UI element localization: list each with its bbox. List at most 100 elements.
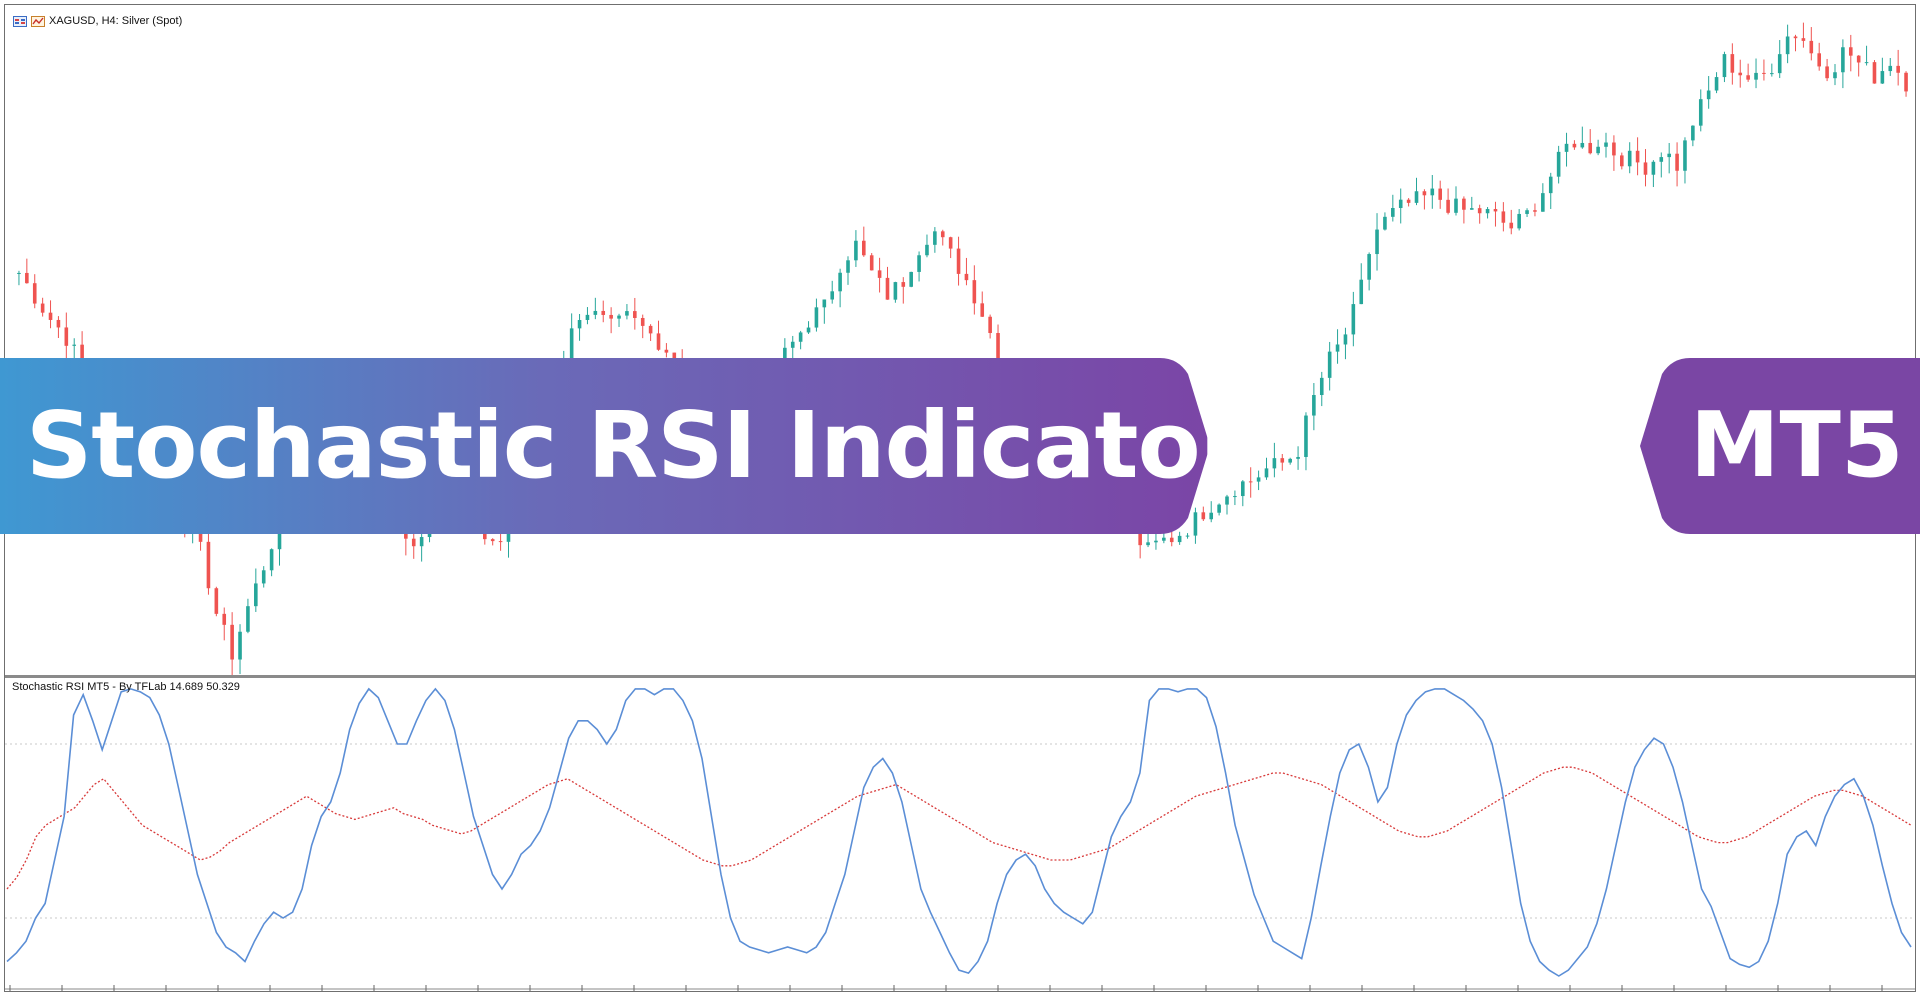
candle-body bbox=[1438, 188, 1442, 200]
candle-body bbox=[1193, 512, 1198, 536]
candle-body bbox=[601, 310, 606, 315]
candle-body bbox=[609, 314, 613, 319]
candle-body bbox=[1738, 72, 1743, 76]
stoch-rsi-line bbox=[6, 687, 1912, 977]
candle-body bbox=[1612, 142, 1616, 156]
candle-body bbox=[214, 588, 219, 614]
candle-body bbox=[569, 328, 574, 359]
candle-body bbox=[1785, 36, 1790, 55]
candle-body bbox=[48, 312, 53, 320]
candle-body bbox=[617, 315, 621, 319]
candle-body bbox=[1896, 65, 1900, 73]
candle-body bbox=[1517, 213, 1521, 229]
candle-body bbox=[411, 538, 416, 547]
candle-body bbox=[806, 327, 811, 333]
candle-body bbox=[1643, 162, 1648, 175]
candle-body bbox=[1501, 211, 1506, 223]
candle-body bbox=[1659, 157, 1664, 162]
candle-body bbox=[625, 311, 629, 316]
candle-body bbox=[885, 277, 890, 300]
candle-body bbox=[238, 631, 242, 660]
indicator-pane[interactable]: Stochastic RSI MT5 - By TFLab 14.689 50.… bbox=[5, 678, 1915, 991]
candle-body bbox=[838, 272, 842, 292]
candle-body bbox=[1793, 36, 1798, 39]
candle-body bbox=[1319, 377, 1324, 396]
candle-body bbox=[17, 272, 21, 274]
candle-body bbox=[1872, 62, 1877, 84]
candle-body bbox=[1335, 344, 1340, 352]
candle-body bbox=[1485, 209, 1490, 214]
candle-body bbox=[1248, 481, 1253, 483]
candle-body bbox=[1233, 496, 1237, 498]
candle-body bbox=[1256, 477, 1261, 482]
indicator-title: Stochastic RSI MT5 - By TFLab 14.689 50.… bbox=[12, 681, 240, 693]
candle-body bbox=[261, 570, 266, 584]
candle-body bbox=[862, 240, 866, 256]
candle-body bbox=[1596, 146, 1600, 154]
candle-body bbox=[988, 316, 992, 334]
candle-body bbox=[498, 541, 503, 543]
candle-body bbox=[877, 270, 882, 278]
candle-body bbox=[577, 320, 582, 329]
chart-header: XAGUSD, H4: Silver (Spot) bbox=[13, 13, 182, 29]
candle-body bbox=[1691, 125, 1695, 141]
candle-body bbox=[1675, 153, 1679, 171]
candle-body bbox=[1635, 150, 1640, 163]
candle-body bbox=[1888, 65, 1893, 72]
candle-body bbox=[1146, 542, 1150, 546]
candle-body bbox=[1169, 537, 1174, 543]
candle-body bbox=[1312, 395, 1316, 416]
candle-body bbox=[1398, 199, 1403, 208]
candle-body bbox=[972, 280, 977, 304]
candle-body bbox=[980, 303, 985, 317]
candle-body bbox=[1864, 62, 1869, 64]
candle-body bbox=[996, 333, 1000, 383]
signal-line bbox=[6, 766, 1912, 890]
candle-body bbox=[1217, 504, 1221, 513]
candle-body bbox=[1343, 334, 1348, 345]
candle-body bbox=[1825, 66, 1829, 79]
candle-body bbox=[1280, 458, 1285, 463]
candle-body bbox=[1620, 155, 1624, 167]
candle-body bbox=[1762, 72, 1766, 74]
candle-body bbox=[206, 541, 211, 589]
chart-symbol-title: XAGUSD, H4: Silver (Spot) bbox=[49, 15, 183, 27]
candle-body bbox=[230, 624, 234, 660]
price-chart[interactable]: XAGUSD, H4: Silver (Spot) bbox=[5, 5, 1915, 675]
candle-body bbox=[648, 325, 653, 334]
candle-body bbox=[1454, 198, 1458, 213]
candle-body bbox=[893, 282, 898, 300]
candle-body bbox=[64, 327, 69, 346]
candle-body bbox=[1446, 199, 1450, 213]
platform-badge bbox=[1640, 358, 1920, 534]
candle-body bbox=[925, 244, 929, 256]
candle-body bbox=[672, 352, 677, 362]
pane-splitter[interactable] bbox=[5, 675, 1915, 678]
candle-body bbox=[1698, 99, 1703, 126]
candle-body bbox=[72, 344, 77, 346]
candle-body bbox=[822, 299, 827, 308]
candle-body bbox=[933, 231, 937, 245]
candle-body bbox=[798, 332, 803, 342]
candle-body bbox=[1809, 40, 1814, 54]
candle-body bbox=[1856, 55, 1861, 63]
title-banner bbox=[0, 358, 1210, 534]
candle-body bbox=[1746, 75, 1750, 80]
candle-body bbox=[948, 237, 953, 249]
candle-body bbox=[1541, 193, 1545, 212]
candle-body bbox=[1272, 458, 1277, 469]
candle-body bbox=[1525, 210, 1529, 214]
candle-body bbox=[1564, 143, 1569, 152]
candle-body bbox=[1154, 540, 1158, 543]
candle-body bbox=[490, 539, 495, 542]
candle-body bbox=[869, 255, 874, 271]
candle-body bbox=[1706, 90, 1711, 100]
candle-body bbox=[1430, 188, 1435, 196]
candle-body bbox=[1209, 512, 1214, 520]
chart-type-icon bbox=[31, 15, 45, 27]
candle-body bbox=[664, 349, 669, 353]
stoch-rsi-plot bbox=[5, 687, 1915, 991]
candle-body bbox=[40, 303, 45, 313]
candle-body bbox=[1177, 535, 1182, 543]
